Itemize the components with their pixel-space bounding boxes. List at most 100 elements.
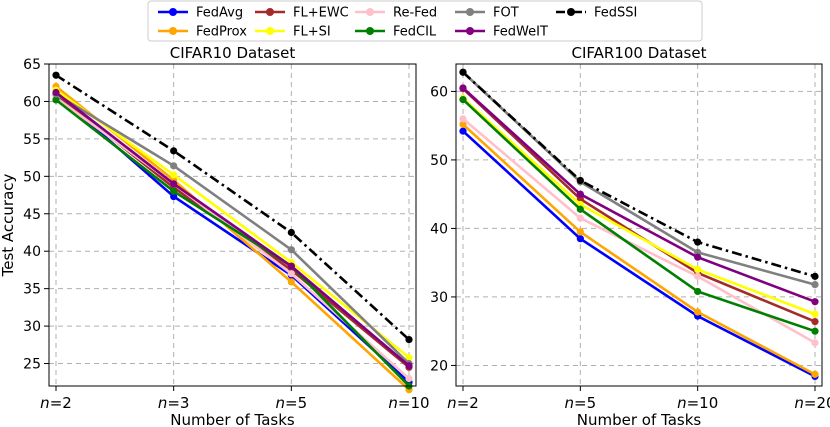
- series-fedprox: [52, 82, 413, 394]
- legend-item-fot: FOT: [455, 6, 519, 21]
- data-point: [811, 370, 819, 378]
- data-point: [459, 115, 467, 123]
- data-point: [576, 228, 584, 236]
- series-fl-ewc: [459, 85, 819, 326]
- legend-item-fedprox: FedProx: [158, 25, 247, 40]
- x-tick-label: n=2: [40, 394, 72, 412]
- data-point: [405, 335, 413, 344]
- series-line: [462, 71, 816, 278]
- series-line: [462, 97, 816, 316]
- y-tick-label: 40: [23, 244, 41, 260]
- series-fedavg: [459, 127, 819, 381]
- x-tick-label: n=20: [794, 394, 830, 412]
- data-point: [170, 192, 178, 201]
- data-point: [459, 96, 467, 104]
- y-tick-label: 60: [23, 94, 41, 110]
- data-point: [811, 327, 819, 335]
- series-fedssi: [52, 71, 413, 344]
- legend-item-re-fed: Re-Fed: [355, 6, 437, 21]
- series-line: [55, 92, 410, 365]
- chart-title: CIFAR10 Dataset: [170, 44, 296, 62]
- series-fedcil: [459, 96, 819, 335]
- data-point: [459, 68, 467, 76]
- y-tick-label: 50: [23, 169, 41, 185]
- series-fl-si: [52, 86, 413, 362]
- data-point: [576, 190, 584, 198]
- x-axis-label: Number of Tasks: [577, 411, 702, 427]
- series-line: [55, 98, 410, 387]
- legend-item-fl-si: FL+SI: [255, 25, 331, 40]
- series-line: [462, 130, 816, 378]
- legend-label: FOT: [493, 6, 519, 21]
- data-point: [170, 187, 178, 195]
- data-point: [576, 214, 584, 222]
- data-point: [576, 205, 584, 213]
- legend-swatch-marker: [266, 27, 274, 35]
- data-point: [811, 281, 819, 289]
- legend-swatch-marker: [567, 8, 575, 16]
- data-point: [811, 272, 819, 280]
- x-tick-label: n=5: [276, 394, 308, 412]
- y-tick-label: 35: [23, 282, 41, 298]
- legend-label: FedAvg: [196, 6, 243, 21]
- legend-item-fedssi: FedSSI: [556, 6, 637, 21]
- data-point: [170, 147, 178, 155]
- data-point: [287, 262, 295, 270]
- data-point: [405, 353, 413, 362]
- data-point: [405, 374, 413, 383]
- x-tick-label: n=10: [388, 394, 429, 412]
- data-point: [811, 318, 819, 326]
- series-line: [462, 98, 816, 333]
- series-re-fed: [459, 115, 819, 347]
- y-axis-label: Test Accuracy: [0, 173, 17, 277]
- x-axis-label: Number of Tasks: [170, 411, 295, 427]
- data-point: [287, 228, 295, 237]
- series-line: [55, 89, 410, 359]
- chart-cifar10: 25 30 35 40 45 50 55 60 65 n=2 n=3 n=5 n=10 CIFAR10 D…: [0, 44, 430, 427]
- x-tick-label: n=5: [565, 394, 597, 412]
- y-tick-label: 60: [430, 84, 448, 100]
- y-tick-label: 25: [23, 357, 41, 373]
- legend-label: FedProx: [196, 25, 247, 40]
- series-fedssi: [459, 68, 819, 280]
- legend: FedAvg FedProx FL+EWC FL+SI Re-Fed FedCIL FOT F…: [147, 0, 703, 42]
- series-line: [462, 117, 816, 344]
- data-point: [576, 176, 584, 185]
- series-line: [462, 87, 816, 303]
- chart-title: CIFAR100 Dataset: [572, 44, 707, 62]
- legend-swatch-marker: [366, 27, 374, 35]
- legend-item-fedweit: FedWeIT: [455, 25, 548, 40]
- chart-cifar100: 20 30 40 50 60 n=2 n=5 n=10 n=20 CIFAR100 Dataset…: [430, 44, 830, 427]
- legend-label: Re-Fed: [393, 6, 437, 21]
- series-fedweit: [52, 88, 413, 370]
- legend-item-fedavg: FedAvg: [158, 6, 243, 21]
- data-point: [459, 120, 467, 128]
- series-line: [462, 71, 816, 286]
- data-point: [52, 88, 60, 97]
- data-point: [694, 265, 702, 274]
- y-tick-label: 30: [23, 319, 41, 335]
- series-fedweit: [459, 84, 819, 306]
- series-fedprox: [459, 120, 819, 378]
- series-fedcil: [52, 96, 413, 390]
- plot-frame: [48, 63, 417, 387]
- data-point: [459, 84, 467, 92]
- legend-swatch-marker: [169, 27, 177, 35]
- legend-swatch-marker: [466, 27, 474, 35]
- series-line: [462, 123, 816, 376]
- data-point: [811, 339, 819, 347]
- data-point: [170, 162, 178, 170]
- series-line: [55, 91, 410, 367]
- legend-label: FL+EWC: [293, 6, 349, 21]
- legend-item-fedcil: FedCIL: [355, 25, 437, 40]
- x-tick-label: n=3: [158, 394, 190, 412]
- legend-item-fl-ewc: FL+EWC: [255, 6, 349, 21]
- data-point: [694, 272, 702, 280]
- data-point: [52, 71, 60, 79]
- data-point: [405, 362, 413, 370]
- legend-label: FL+SI: [293, 25, 331, 40]
- data-point: [811, 310, 819, 318]
- legend-label: FedSSI: [594, 6, 637, 21]
- data-point: [287, 246, 295, 254]
- y-tick-label: 30: [430, 290, 448, 306]
